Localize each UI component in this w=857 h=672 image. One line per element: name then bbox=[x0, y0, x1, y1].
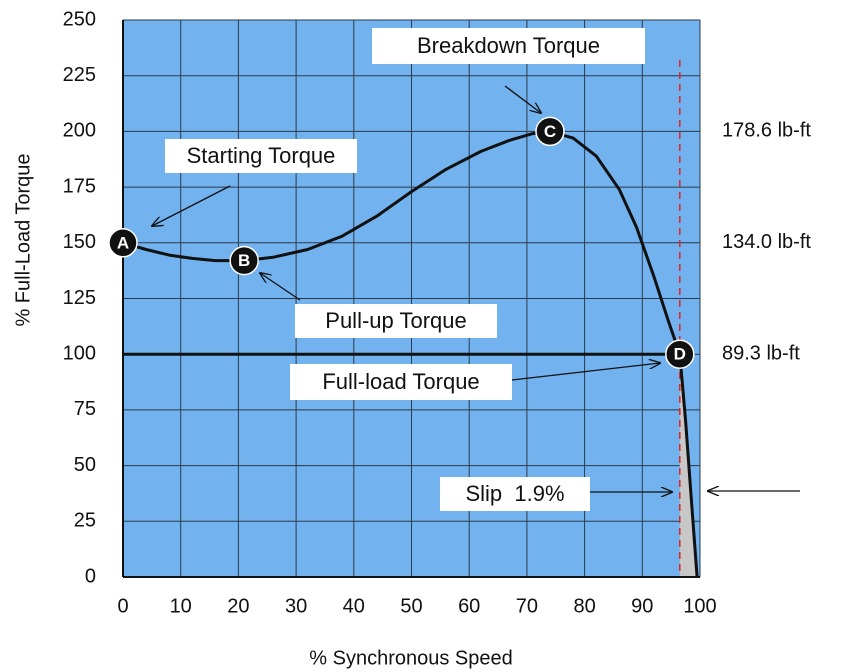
point-marker bbox=[535, 116, 565, 147]
x-axis-title: % Synchronous Speed bbox=[309, 647, 512, 669]
y2-tick-label: 178.6 lb-ft bbox=[722, 120, 811, 142]
point-marker bbox=[108, 228, 138, 258]
annotation-box bbox=[372, 28, 645, 64]
x-tick-label: 80 bbox=[573, 595, 595, 617]
annotation-box bbox=[440, 477, 590, 511]
x-tick-label: 40 bbox=[343, 595, 365, 617]
y-tick-label: 200 bbox=[63, 120, 96, 142]
annotation: Slip 1.9% bbox=[465, 481, 564, 506]
x-tick-label: 70 bbox=[516, 595, 538, 617]
y-tick-label: 150 bbox=[63, 231, 96, 253]
annotation: Starting Torque bbox=[187, 143, 336, 168]
torque-curve bbox=[122, 129, 699, 578]
annotation-box bbox=[295, 304, 497, 338]
x-tick-label: 50 bbox=[400, 595, 422, 617]
y-tick-label: 50 bbox=[74, 454, 96, 476]
y-tick-label: 25 bbox=[74, 510, 96, 532]
y-tick-label: 250 bbox=[63, 8, 96, 30]
x-tick-label: 60 bbox=[458, 595, 480, 617]
point-marker bbox=[229, 245, 259, 276]
point-marker bbox=[665, 339, 695, 369]
point-label: D bbox=[674, 345, 686, 364]
y-tick-label: 100 bbox=[63, 342, 96, 364]
y-tick-label: 125 bbox=[63, 287, 96, 309]
annotation: Full-load Torque bbox=[322, 369, 479, 394]
y-tick-label: 75 bbox=[74, 398, 96, 420]
y-axis-title: % Full-Load Torque bbox=[12, 153, 34, 326]
y-tick-label: 225 bbox=[63, 64, 96, 86]
x-tick-label: 0 bbox=[117, 595, 128, 617]
x-tick-label: 10 bbox=[170, 595, 192, 617]
x-tick-label: 30 bbox=[285, 595, 307, 617]
annotation: Breakdown Torque bbox=[417, 33, 600, 58]
y2-tick-label: 134.0 lb-ft bbox=[722, 231, 811, 253]
annotation-arrow bbox=[511, 363, 660, 381]
annotation-box bbox=[165, 139, 357, 173]
y-tick-label: 0 bbox=[85, 565, 96, 587]
annotation-box bbox=[290, 364, 512, 400]
point-label: B bbox=[238, 251, 250, 270]
annotation: Pull-up Torque bbox=[325, 308, 466, 333]
annotation-arrow bbox=[504, 85, 541, 113]
point-label: A bbox=[117, 233, 129, 252]
x-tick-label: 20 bbox=[227, 595, 249, 617]
x-tick-label: 100 bbox=[683, 595, 716, 617]
annotation-arrow bbox=[260, 273, 301, 301]
y2-tick-label: 89.3 lb-ft bbox=[722, 342, 800, 364]
x-tick-label: 90 bbox=[631, 595, 653, 617]
annotation-arrow bbox=[152, 185, 231, 226]
y-tick-label: 175 bbox=[63, 175, 96, 197]
point-label: C bbox=[544, 122, 556, 141]
